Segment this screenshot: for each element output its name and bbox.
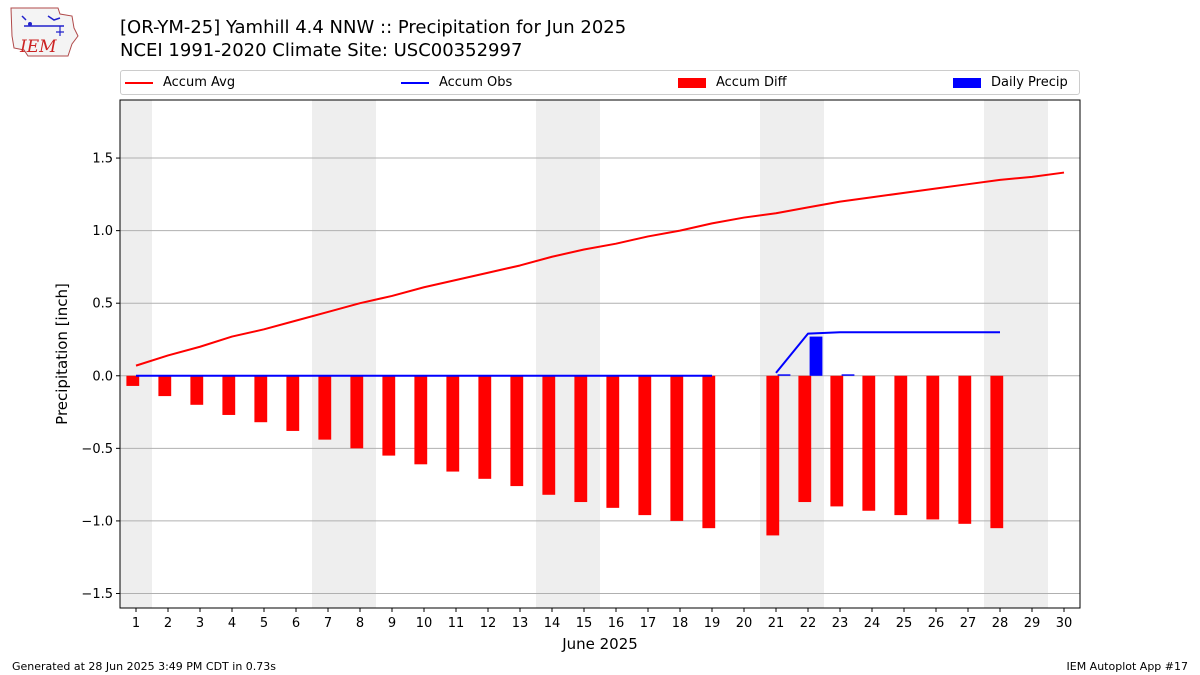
x-tick-label: 25 [896,616,913,631]
legend-label-accum-diff: Accum Diff [716,75,787,90]
accum-diff-bar [478,375,492,479]
accum-diff-bar [350,375,364,449]
accum-diff-bar [542,375,556,495]
x-tick-label: 19 [704,616,721,631]
x-tick-label: 27 [960,616,977,631]
accum-diff-bar [766,375,780,536]
accum-diff-bar [926,375,940,520]
legend-item-daily-precip: Daily Precip [953,74,1068,91]
y-axis-label: Precipitation [inch] [53,283,71,425]
weekend-shade [536,100,600,608]
accum-diff-bar [702,375,716,529]
iem-logo: IEM [10,7,79,57]
x-tick-label: 7 [324,616,332,631]
accum-diff-bar [382,375,396,456]
x-tick-label: 13 [512,616,529,631]
legend-swatch-accum-diff [678,77,706,88]
accum-diff-bar [830,375,844,507]
x-tick-label: 6 [292,616,300,631]
y-tick-label: 1.5 [92,152,113,167]
accum-diff-bar [254,375,268,423]
accum-diff-bar [638,375,652,516]
app-note: IEM Autoplot App #17 [1066,660,1189,673]
x-tick-label: 21 [768,616,785,631]
generated-note: Generated at 28 Jun 2025 3:49 PM CDT in … [12,660,277,673]
y-tick-label: −1.0 [81,514,113,529]
logo-text: IEM [19,37,57,57]
x-axis-label: June 2025 [561,635,638,653]
x-tick-label: 15 [576,616,593,631]
accum-diff-bar [990,375,1004,529]
x-tick-label: 10 [416,616,433,631]
accum-diff-bar [286,375,300,431]
x-tick-label: 9 [388,616,396,631]
x-tick-label: 20 [736,616,753,631]
y-tick-label: 0.5 [92,297,113,312]
accum-diff-bar [606,375,620,508]
x-tick-label: 26 [928,616,945,631]
x-tick-label: 18 [672,616,689,631]
x-tick-label: 12 [480,616,497,631]
legend-label-accum-obs: Accum Obs [439,75,513,90]
legend-swatch-accum-obs [401,81,429,84]
accum-diff-bar [126,375,140,386]
weekend-shade [120,100,152,608]
daily-precip-bar [841,374,855,376]
x-tick-label: 22 [800,616,817,631]
accum-diff-bar [318,375,332,440]
x-tick-label: 16 [608,616,625,631]
accum-diff-bar [222,375,236,415]
x-tick-label: 5 [260,616,268,631]
x-tick-label: 24 [864,616,881,631]
accum-avg-line [135,171,1065,367]
x-tick-label: 30 [1056,616,1073,631]
x-tick-label: 17 [640,616,657,631]
legend-item-accum-avg: Accum Avg [125,74,235,91]
x-tick-label: 29 [1024,616,1041,631]
legend-swatch-daily-precip [953,77,981,88]
x-tick-label: 14 [544,616,561,631]
legend-label-daily-precip: Daily Precip [991,75,1068,90]
x-tick-label: 8 [356,616,364,631]
accum-diff-bar [670,375,684,521]
y-tick-label: 1.0 [92,224,113,239]
accum-diff-bar [190,375,204,405]
chart-legend: Accum Avg Accum Obs Accum Diff Daily Pre… [120,70,1080,95]
legend-swatch-accum-avg [125,81,153,84]
legend-item-accum-obs: Accum Obs [401,74,512,91]
x-tick-label: 3 [196,616,204,631]
accum-diff-bar [894,375,908,516]
accum-diff-bar [158,375,172,397]
y-tick-label: 0.0 [92,369,113,384]
x-tick-label: 4 [228,616,236,631]
x-tick-label: 2 [164,616,172,631]
legend-item-accum-diff: Accum Diff [678,74,787,91]
accum-diff-bar [414,375,428,465]
chart-title: [OR-YM-25] Yamhill 4.4 NNW :: Precipitat… [120,17,627,38]
accum-diff-bar [798,375,812,503]
legend-label-accum-avg: Accum Avg [163,75,236,90]
x-tick-label: 1 [132,616,140,631]
accum-obs-line [775,331,1000,374]
x-tick-label: 11 [448,616,465,631]
y-tick-label: −0.5 [81,442,113,457]
x-tick-label: 28 [992,616,1009,631]
accum-diff-bar [958,375,972,524]
accum-diff-bar [862,375,876,511]
accum-diff-bar [510,375,524,487]
y-tick-label: −1.5 [81,587,113,602]
accum-diff-bar [574,375,588,503]
x-tick-label: 23 [832,616,849,631]
daily-precip-bar [809,336,823,376]
daily-precip-bar [777,374,791,376]
plot-frame [119,99,1081,609]
weekend-shade [312,100,376,608]
chart-subtitle: NCEI 1991-2020 Climate Site: USC00352997 [120,40,523,61]
accum-diff-bar [446,375,460,472]
